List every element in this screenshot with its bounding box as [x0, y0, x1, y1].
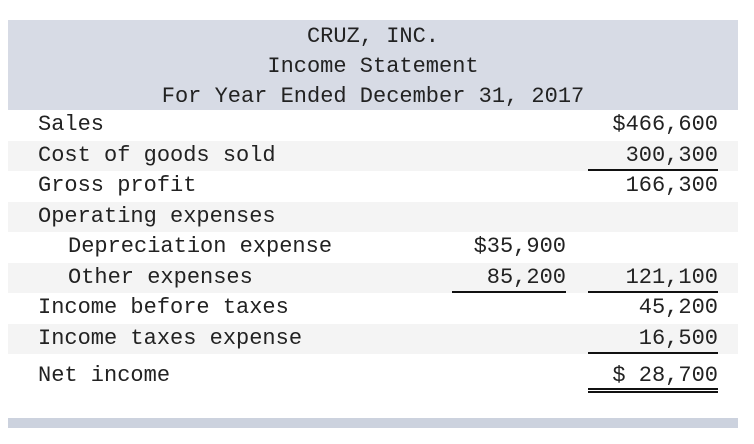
row-label: Operating expenses: [38, 203, 276, 229]
statement-period: For Year Ended December 31, 2017: [161, 84, 585, 109]
row-label: Net income: [38, 363, 171, 388]
row-gross-profit: Gross profit 166,300: [8, 171, 738, 202]
row-total: 16,500: [588, 324, 718, 354]
row-label: Sales: [38, 112, 105, 137]
footer-band: [8, 418, 738, 428]
row-total: $466,600: [612, 112, 718, 137]
row-total: 166,300: [625, 173, 718, 198]
row-label: Depreciation expense: [68, 234, 333, 259]
row-label: Other expenses: [68, 264, 253, 290]
row-cogs: Cost of goods sold 300,300: [8, 140, 738, 171]
row-label: Income before taxes: [38, 295, 289, 320]
row-income-taxes: Income taxes expense 16,500: [8, 323, 738, 354]
row-operating-expenses: Operating expenses: [8, 201, 738, 232]
statement-title: Income Statement: [267, 54, 479, 79]
row-detail: $35,900: [473, 234, 566, 259]
row-total: 45,200: [638, 295, 718, 320]
row-total: $ 28,700: [588, 356, 718, 393]
row-total: 121,100: [588, 263, 718, 293]
row-detail: 85,200: [452, 263, 566, 293]
statement-header: CRUZ, INC. Income Statement For Year End…: [8, 20, 738, 110]
row-income-before-taxes: Income before taxes 45,200: [8, 293, 738, 324]
row-total: 300,300: [588, 141, 718, 171]
income-statement: CRUZ, INC. Income Statement For Year End…: [8, 20, 738, 401]
row-label: Cost of goods sold: [38, 142, 276, 168]
row-sales: Sales $466,600: [8, 110, 738, 141]
row-label: Gross profit: [38, 173, 197, 198]
row-other-expenses: Other expenses 85,200 121,100: [8, 262, 738, 293]
row-label: Income taxes expense: [38, 325, 303, 351]
company-name: CRUZ, INC.: [306, 24, 440, 49]
row-net-income: Net income $ 28,700: [8, 356, 738, 401]
row-depreciation: Depreciation expense $35,900: [8, 232, 738, 263]
